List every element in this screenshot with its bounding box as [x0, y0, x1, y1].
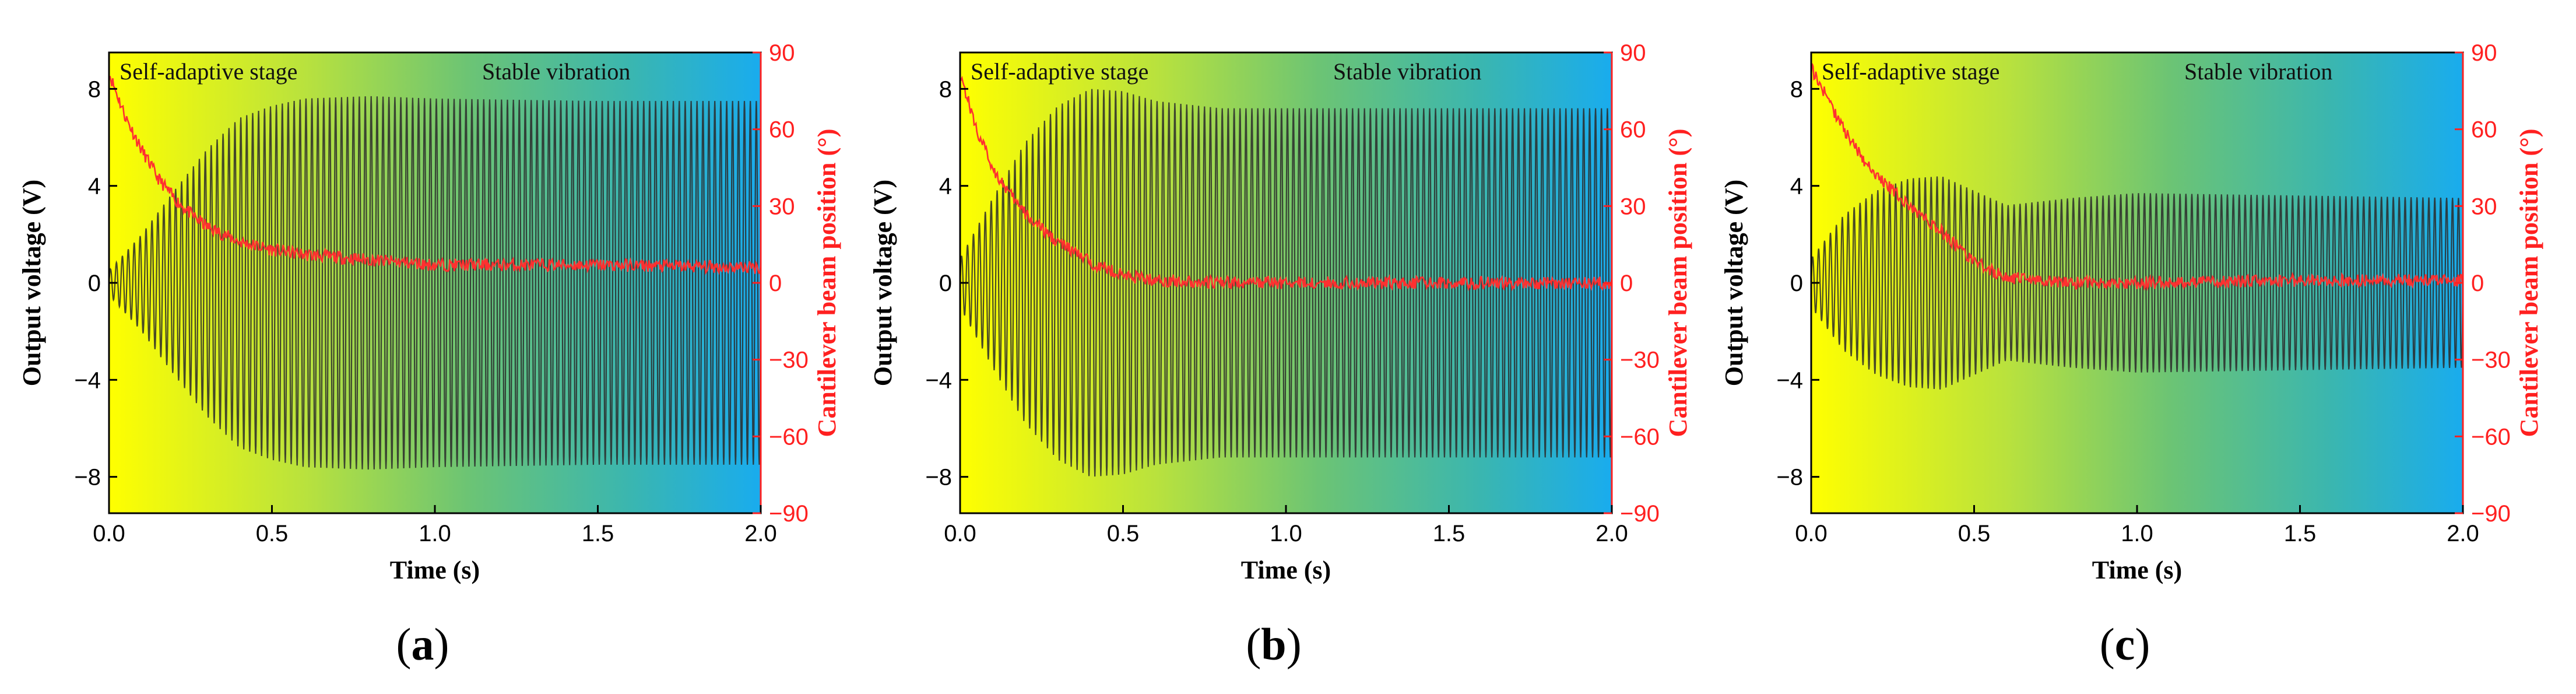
y-left-tick-label: 0: [88, 271, 101, 296]
x-tick-label: 0.0: [1795, 521, 1828, 546]
y-right-tick-label: 60: [2471, 117, 2497, 143]
x-tick-label: 1.0: [1270, 521, 1302, 546]
y-left-tick-label: −4: [74, 367, 101, 393]
x-axis-title: Time (s): [390, 556, 480, 584]
x-tick-label: 1.0: [2121, 521, 2153, 546]
y-right-tick-label: −30: [1620, 348, 1660, 373]
y-right-tick-label: 90: [2471, 40, 2497, 66]
y-left-tick-label: 4: [88, 174, 101, 199]
y-left-tick-label: 4: [1790, 174, 1803, 199]
x-tick-label: 0.0: [944, 521, 976, 546]
position-series: [1810, 63, 2464, 292]
voltage-series: [1810, 176, 2464, 390]
panel-b: 0.0 0.5 1.0 1.5 2.0 −8 −4 0 4 8 −90 −60 −30 0 30 60 90 Ti…: [869, 40, 1692, 584]
x-tick-label: 2.0: [744, 521, 777, 546]
y-right-tick-label: −90: [1620, 501, 1660, 527]
x-tick-label: 1.5: [582, 521, 614, 546]
y-right-tick-label: 30: [2471, 194, 2497, 219]
y-right-tick-label: −60: [769, 424, 809, 450]
y-left-tick-label: 4: [939, 174, 952, 199]
y-left-tick-label: −8: [925, 465, 952, 490]
x-tick-label: 2.0: [2447, 521, 2479, 546]
y-left-tick-label: 8: [88, 76, 101, 102]
x-axis-title: Time (s): [1241, 556, 1331, 584]
y-right-tick-label: 0: [1620, 271, 1633, 296]
position-series: [960, 75, 1613, 292]
x-axis-title: Time (s): [2092, 556, 2182, 584]
x-tick-label: 1.5: [1433, 521, 1466, 546]
y-left-tick-label: 0: [939, 271, 952, 296]
y-left-tick-label: −8: [74, 465, 101, 490]
x-tick-label: 0.5: [256, 521, 289, 546]
x-tick-label: 0.0: [93, 521, 125, 546]
y-right-tick-label: 0: [2471, 271, 2484, 296]
y-right-tick-label: −60: [2471, 424, 2511, 450]
y-left-tick-label: 8: [939, 76, 952, 102]
y-right-tick-label: 0: [769, 271, 782, 296]
y-right-axis-title: Cantilever beam position (°): [813, 129, 841, 437]
y-right-axis-title: Cantilever beam position (°): [2515, 129, 2543, 437]
x-tick-label: 1.5: [2284, 521, 2317, 546]
x-tick-label: 1.0: [419, 521, 451, 546]
y-left-axis-title: Output voltage (V): [1720, 180, 1748, 386]
y-right-tick-label: −60: [1620, 424, 1660, 450]
y-right-tick-label: −30: [2471, 348, 2511, 373]
y-left-tick-label: −4: [925, 367, 952, 393]
stage-label-self-adaptive: Self-adaptive stage: [971, 58, 1148, 85]
y-left-tick-label: 0: [1790, 271, 1803, 296]
y-right-axis-title: Cantilever beam position (°): [1664, 129, 1692, 437]
x-tick-label: 0.5: [1958, 521, 1991, 546]
stage-label-self-adaptive: Self-adaptive stage: [120, 58, 297, 85]
stage-label-stable: Stable vibration: [482, 58, 630, 85]
caption-b: (b): [1246, 619, 1302, 670]
x-tick-label: 0.5: [1107, 521, 1140, 546]
voltage-series: [108, 96, 762, 470]
panel-a: 0.0 0.5 1.0 1.5 2.0 −8 −4 0 4 8 −90 −60 −30 0 30 60 90 Ti…: [17, 40, 841, 584]
y-left-tick-label: −8: [1776, 465, 1803, 490]
caption-c: (c): [2099, 619, 2150, 670]
y-right-tick-label: 90: [769, 40, 795, 66]
y-left-axis-title: Output voltage (V): [17, 180, 46, 386]
y-right-tick-label: 30: [1620, 194, 1646, 219]
y-left-tick-label: 8: [1790, 76, 1803, 102]
stage-label-stable: Stable vibration: [1333, 58, 1481, 85]
y-left-axis-title: Output voltage (V): [869, 180, 897, 386]
caption-a: (a): [396, 619, 449, 670]
panel-c: 0.0 0.5 1.0 1.5 2.0 −8 −4 0 4 8 −90 −60 −30 0 30 60 90 Ti…: [1720, 40, 2543, 584]
stage-label-stable: Stable vibration: [2184, 58, 2332, 85]
y-right-tick-label: −90: [2471, 501, 2511, 527]
y-right-tick-label: −30: [769, 348, 809, 373]
y-right-tick-label: −90: [769, 501, 809, 527]
y-right-tick-label: 60: [769, 117, 795, 143]
stage-label-self-adaptive: Self-adaptive stage: [1822, 58, 1999, 85]
y-right-tick-label: 60: [1620, 117, 1646, 143]
position-series: [108, 76, 762, 275]
x-tick-label: 2.0: [1595, 521, 1628, 546]
voltage-series: [959, 89, 1613, 477]
y-left-tick-label: −4: [1776, 367, 1803, 393]
y-right-tick-label: 90: [1620, 40, 1646, 66]
y-right-tick-label: 30: [769, 194, 795, 219]
